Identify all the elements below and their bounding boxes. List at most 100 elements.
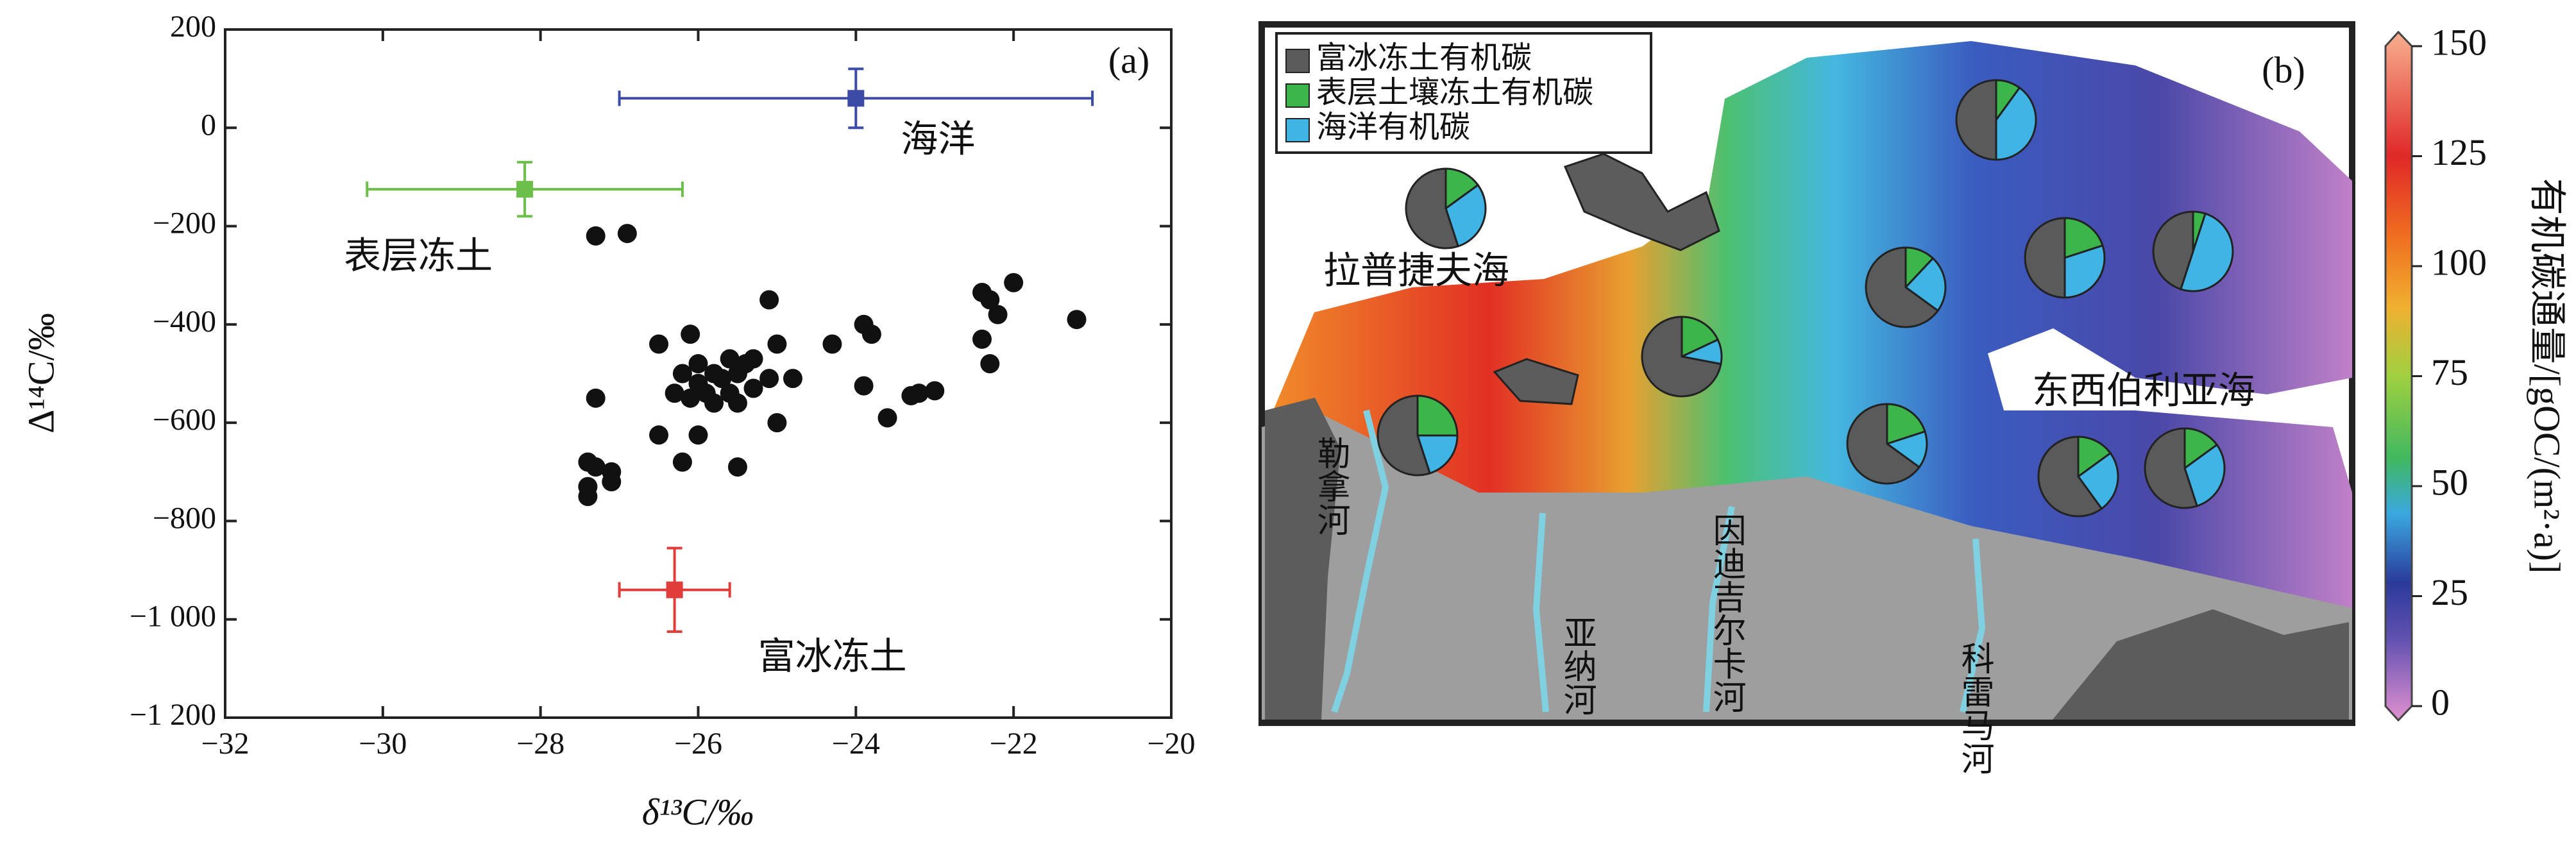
- data-point: [759, 369, 779, 389]
- legend-swatch: [1285, 49, 1310, 73]
- pie-slice: [2152, 210, 2194, 291]
- data-point: [665, 384, 684, 403]
- x-tick-label: −30: [359, 727, 407, 761]
- river: [1960, 538, 1986, 713]
- colorbar-label: 有机碳通量/[gOC/(m²·a)]: [2527, 178, 2568, 574]
- river: [1532, 512, 1549, 713]
- series-label: 海洋: [901, 119, 975, 160]
- island: [1563, 153, 1720, 251]
- place-label: 科雷马河: [1956, 641, 1994, 775]
- island: [1493, 358, 1579, 405]
- data-point: [688, 425, 708, 445]
- mean-point: [666, 581, 683, 598]
- data-point: [578, 452, 598, 472]
- data-point: [988, 305, 1008, 325]
- data-point: [586, 388, 606, 408]
- pie-slice: [1641, 316, 1722, 398]
- y-tick-label: −400: [153, 305, 216, 339]
- data-point: [925, 381, 945, 401]
- legend-label: 海洋有机碳: [1316, 110, 1470, 144]
- legend-swatch: [1285, 83, 1310, 108]
- pie-slice: [1405, 167, 1460, 249]
- y-tick-label: 200: [170, 10, 216, 44]
- data-point: [909, 384, 929, 403]
- legend-box: [1275, 32, 1652, 154]
- data-point: [767, 334, 787, 354]
- mean-point: [847, 90, 865, 107]
- x-tick-label: −32: [201, 727, 249, 761]
- data-point: [649, 425, 669, 445]
- y-tick-label: −800: [153, 501, 216, 535]
- x-tick-label: −20: [1147, 727, 1195, 761]
- land-dark: [1265, 398, 1341, 720]
- series-label: 表层冻土: [344, 235, 493, 276]
- colorbar-tick-label: 150: [2431, 21, 2487, 63]
- plot-frame: [224, 28, 1173, 719]
- series-label: 富冰冻土: [758, 636, 907, 677]
- data-point: [743, 349, 763, 369]
- place-label: 亚纳河: [1558, 616, 1596, 716]
- colorbar-tick-label: 75: [2431, 351, 2468, 393]
- data-point: [617, 224, 637, 244]
- colorbar-tick-label: 50: [2431, 461, 2468, 503]
- colorbar: [2384, 30, 2413, 722]
- y-tick-label: −1 000: [130, 600, 216, 634]
- pie-slice: [1681, 316, 1720, 359]
- data-point: [688, 354, 708, 374]
- pie-slice: [1904, 257, 1947, 312]
- x-tick-label: −22: [990, 727, 1038, 761]
- data-point: [727, 457, 747, 477]
- data-point: [1067, 310, 1087, 330]
- panel-label: (a): [1108, 39, 1149, 81]
- data-point: [727, 393, 747, 413]
- pie-slice: [2063, 244, 2106, 299]
- place-label: 拉普捷夫海: [1323, 249, 1509, 291]
- pie-slice: [1445, 183, 1487, 248]
- data-point: [743, 378, 763, 398]
- river: [1331, 409, 1389, 713]
- data-point: [681, 388, 700, 408]
- data-point: [704, 393, 724, 413]
- pie-slice: [2179, 212, 2234, 292]
- data-point: [822, 334, 842, 354]
- place-label: 勒拿河: [1312, 436, 1350, 536]
- colorbar-tick-label: 125: [2431, 131, 2487, 173]
- place-label: 东西伯利亚海: [2032, 369, 2255, 411]
- pie-slice: [1865, 246, 1940, 328]
- data-point: [861, 325, 881, 344]
- x-tick-label: −24: [832, 727, 880, 761]
- pie-slice: [1846, 403, 1921, 485]
- x-axis-label: δ¹³C/‰: [642, 791, 754, 832]
- data-point: [854, 376, 874, 396]
- data-point: [877, 408, 897, 428]
- panel-label: (b): [2262, 49, 2305, 90]
- y-tick-label: −600: [153, 403, 216, 437]
- rivers: [1331, 409, 1986, 713]
- pie-slice: [1416, 394, 1459, 437]
- data-point: [720, 349, 740, 369]
- legend-swatch: [1285, 118, 1310, 142]
- y-tick-label: 0: [201, 108, 216, 142]
- pie-slice: [1377, 394, 1432, 477]
- legend-label: 表层土壤冻土有机碳: [1316, 76, 1593, 110]
- y-axis-label: Δ¹⁴C/‰: [20, 313, 62, 434]
- pie-slice: [1995, 86, 2037, 161]
- data-point: [980, 290, 1000, 310]
- land: [1262, 410, 2352, 720]
- pie-slice: [2037, 435, 2103, 518]
- colorbar-tick-label: 100: [2431, 241, 2487, 283]
- pie-slice: [2076, 452, 2119, 511]
- data-point: [980, 354, 1000, 374]
- y-tick-label: −1 200: [130, 698, 216, 732]
- data-point: [1004, 273, 1024, 292]
- mean-point: [516, 181, 534, 198]
- data-point: [649, 334, 669, 354]
- data-point: [672, 452, 692, 472]
- data-point: [672, 364, 692, 384]
- x-tick-label: −28: [516, 727, 564, 761]
- pie-slice: [2144, 427, 2199, 509]
- data-point: [578, 477, 598, 496]
- data-point: [586, 226, 606, 246]
- data-point: [972, 329, 992, 349]
